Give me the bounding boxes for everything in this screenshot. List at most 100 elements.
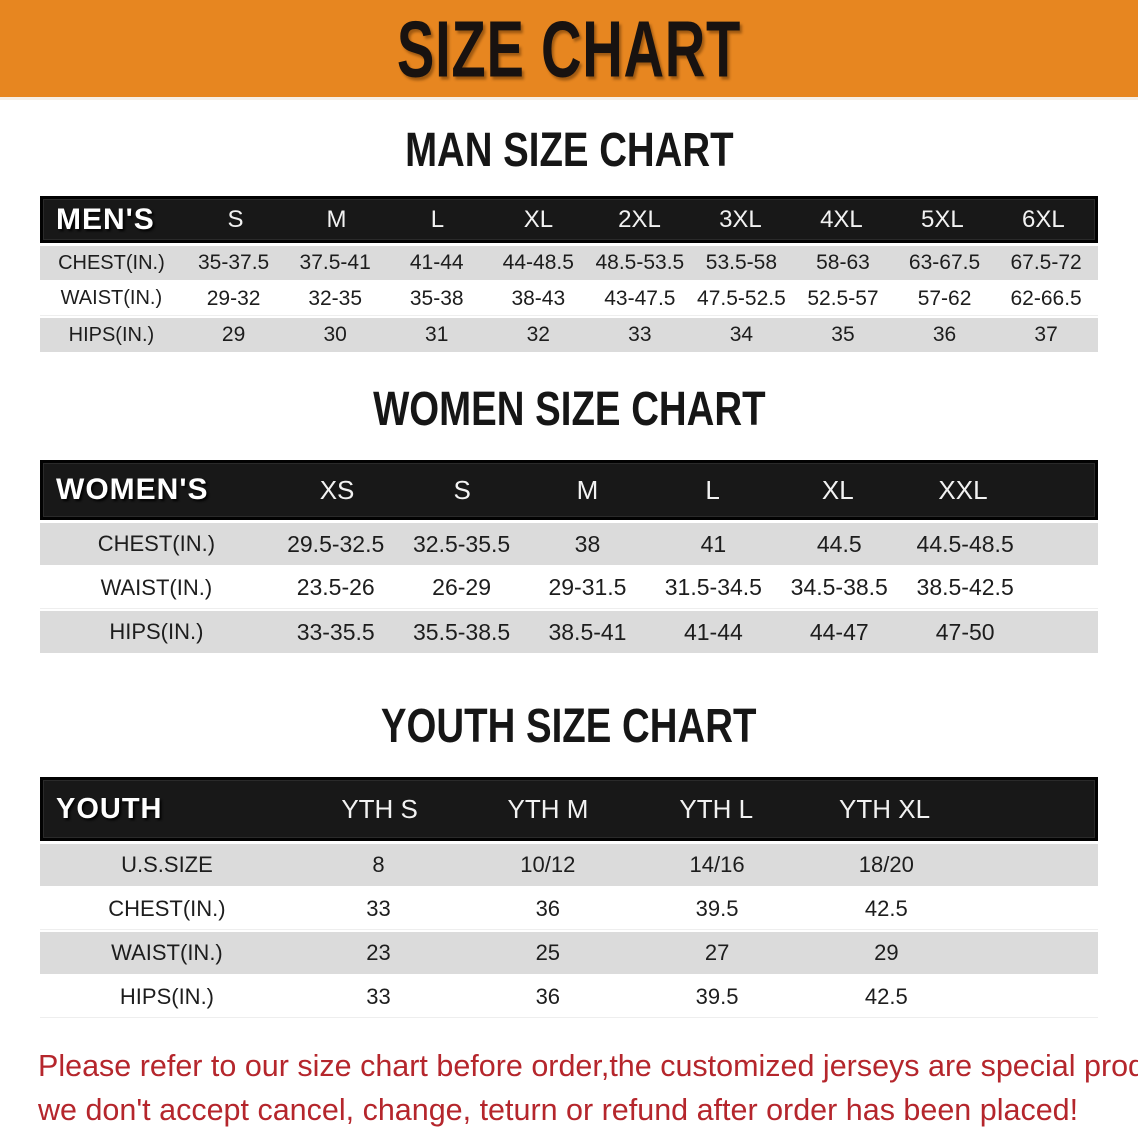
table-corner-label: MEN'S bbox=[56, 202, 155, 236]
size-column-header: YTH S bbox=[341, 793, 418, 824]
size-value-cell: 33 bbox=[628, 323, 652, 346]
size-column-header: XS bbox=[319, 474, 355, 505]
row-label: CHEST(IN.) bbox=[97, 531, 216, 556]
size-value-cell: 42.5 bbox=[864, 983, 908, 1009]
youth-section-title-text: YOUTH SIZE CHART bbox=[381, 700, 757, 753]
row-label: WAIST(IN.) bbox=[111, 940, 223, 965]
size-column-header: 6XL bbox=[1022, 205, 1065, 233]
size-column-header: M bbox=[326, 205, 347, 233]
youth-size-chart-header-row: YOUTH YTH S YTH M YTH L YTH XL bbox=[40, 777, 1098, 841]
size-column-header: 4XL bbox=[820, 205, 863, 233]
size-value-cell: 29 bbox=[874, 940, 899, 965]
table-corner-label: WOMEN'S bbox=[56, 473, 209, 506]
table-row: HIPS(IN.) 33-35.5 35.5-38.5 38.5-41 41-44 44-… bbox=[40, 611, 1098, 653]
size-value-cell: 44.5-48.5 bbox=[916, 530, 1014, 557]
size-value-cell: 31 bbox=[425, 323, 449, 346]
size-column-header: L bbox=[705, 474, 720, 505]
table-row: CHEST(IN.) 29.5-32.5 32.5-35.5 38 41 44.5 44.5… bbox=[40, 523, 1098, 565]
row-label: HIPS(IN.) bbox=[119, 983, 215, 1009]
size-value-cell: 23.5-26 bbox=[296, 574, 375, 600]
disclaimer-line-2: we don't accept cancel, change, teturn o… bbox=[38, 1093, 1079, 1128]
size-column-header: S bbox=[453, 474, 471, 505]
size-column-header: M bbox=[576, 474, 599, 505]
size-column-header: L bbox=[430, 205, 445, 233]
size-value-cell: 18/20 bbox=[858, 852, 914, 877]
size-column-header: YTH XL bbox=[839, 793, 931, 824]
size-value-cell: 27 bbox=[704, 940, 730, 965]
size-value-cell: 36 bbox=[535, 895, 561, 921]
size-value-cell: 53.5-58 bbox=[705, 251, 778, 274]
size-value-cell: 38.5-41 bbox=[548, 618, 627, 645]
size-column-header: XXL bbox=[938, 474, 988, 505]
size-column-header: XL bbox=[523, 205, 554, 233]
table-row: U.S.SIZE 8 10/12 14/16 18/20 bbox=[40, 844, 1098, 886]
size-value-cell: 25 bbox=[535, 940, 561, 965]
size-value-cell: 43-47.5 bbox=[604, 286, 676, 310]
page-title: SIZE CHART bbox=[396, 3, 742, 94]
size-value-cell: 47-50 bbox=[935, 618, 995, 645]
size-value-cell: 38.5-42.5 bbox=[916, 574, 1014, 600]
youth-section-title: YOUTH SIZE CHART bbox=[0, 703, 1138, 751]
size-value-cell: 35-38 bbox=[409, 286, 464, 310]
size-value-cell: 39.5 bbox=[695, 983, 739, 1009]
size-value-cell: 42.5 bbox=[864, 895, 908, 921]
size-value-cell: 52.5-57 bbox=[807, 286, 879, 310]
row-label: HIPS(IN.) bbox=[68, 323, 155, 346]
size-value-cell: 29.5-32.5 bbox=[287, 530, 385, 557]
man-section-title-text: MAN SIZE CHART bbox=[404, 124, 734, 177]
size-value-cell: 58-63 bbox=[816, 251, 870, 274]
size-value-cell: 34.5-38.5 bbox=[790, 574, 888, 600]
youth-size-table: YOUTH YTH S YTH M YTH L YTH XL U.S.SIZE 8 10/12… bbox=[40, 777, 1098, 1018]
size-value-cell: 35-37.5 bbox=[197, 251, 270, 274]
women-section-title-text: WOMEN SIZE CHART bbox=[372, 383, 766, 436]
man-size-table: MEN'S S M L XL 2XL 3XL 4XL 5XL 6XL CHEST(IN.) 35-37… bbox=[40, 196, 1098, 352]
size-value-cell: 48.5-53.5 bbox=[595, 251, 685, 274]
size-value-cell: 44-48.5 bbox=[502, 251, 574, 274]
table-row: CHEST(IN.) 35-37.5 37.5-41 41-44 44-48.5 48.5… bbox=[40, 246, 1098, 280]
banner: SIZE CHART bbox=[0, 0, 1138, 100]
size-value-cell: 62-66.5 bbox=[1010, 286, 1082, 310]
row-label: WAIST(IN.) bbox=[60, 287, 163, 309]
size-value-cell: 26-29 bbox=[432, 574, 491, 600]
size-value-cell: 33 bbox=[366, 895, 391, 921]
size-value-cell: 32 bbox=[526, 323, 550, 346]
size-value-cell: 67.5-72 bbox=[1010, 251, 1082, 274]
women-size-chart-header-row: WOMEN'S XS S M L XL XXL bbox=[40, 460, 1098, 520]
size-value-cell: 10/12 bbox=[520, 852, 576, 877]
size-value-cell: 36 bbox=[932, 323, 957, 346]
table-row: WAIST(IN.) 23.5-26 26-29 29-31.5 31.5-34.5 34… bbox=[40, 567, 1098, 609]
man-section-title: MAN SIZE CHART bbox=[0, 127, 1138, 175]
size-value-cell: 32.5-35.5 bbox=[412, 530, 511, 557]
size-value-cell: 8 bbox=[372, 852, 385, 877]
size-value-cell: 23 bbox=[366, 940, 391, 965]
table-corner-label: YOUTH bbox=[56, 792, 163, 825]
size-value-cell: 14/16 bbox=[689, 852, 745, 877]
size-value-cell: 41-44 bbox=[683, 618, 743, 645]
disclaimer: Please refer to our size chart before or… bbox=[38, 1044, 1138, 1132]
size-value-cell: 36 bbox=[535, 983, 561, 1009]
table-row: CHEST(IN.) 33 36 39.5 42.5 bbox=[40, 888, 1098, 930]
disclaimer-line-1: Please refer to our size chart before or… bbox=[38, 1049, 1138, 1083]
size-value-cell: 34 bbox=[729, 323, 754, 346]
size-value-cell: 37 bbox=[1034, 323, 1058, 346]
size-value-cell: 57-62 bbox=[917, 286, 972, 310]
size-value-cell: 63-67.5 bbox=[908, 251, 981, 274]
table-row: WAIST(IN.) 29-32 32-35 35-38 38-43 43-47.5 47.… bbox=[40, 282, 1098, 316]
size-column-header: 3XL bbox=[719, 205, 762, 233]
size-value-cell: 47.5-52.5 bbox=[697, 286, 786, 310]
size-value-cell: 44-47 bbox=[809, 618, 869, 645]
size-column-header: 2XL bbox=[618, 205, 661, 233]
size-value-cell: 32-35 bbox=[308, 286, 363, 310]
table-row: HIPS(IN.) 29 30 31 32 33 34 35 36 37 bbox=[40, 318, 1098, 352]
size-value-cell: 39.5 bbox=[695, 895, 739, 921]
size-value-cell: 31.5-34.5 bbox=[664, 574, 762, 600]
man-size-chart-header-row: MEN'S S M L XL 2XL 3XL 4XL 5XL 6XL bbox=[40, 196, 1098, 243]
row-label: U.S.SIZE bbox=[121, 852, 213, 877]
size-value-cell: 35 bbox=[831, 323, 855, 346]
row-label: CHEST(IN.) bbox=[58, 251, 165, 274]
women-size-table: WOMEN'S XS S M L XL XXL CHEST(IN.) 29.5-32.5 32.5… bbox=[40, 460, 1098, 653]
size-value-cell: 29 bbox=[221, 323, 246, 346]
size-value-cell: 41 bbox=[700, 530, 727, 557]
size-column-header: 5XL bbox=[921, 205, 964, 233]
